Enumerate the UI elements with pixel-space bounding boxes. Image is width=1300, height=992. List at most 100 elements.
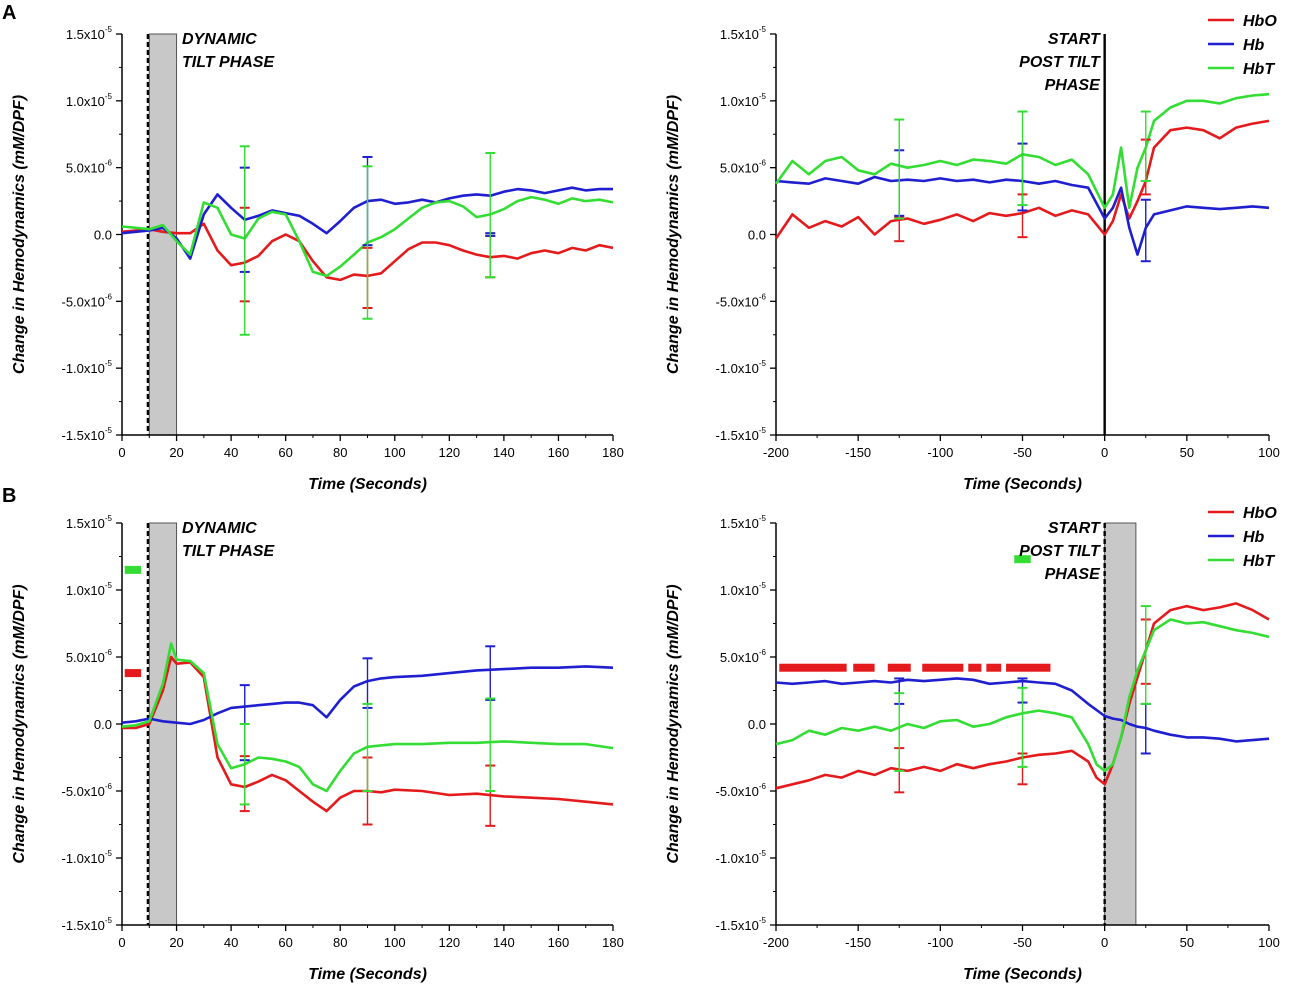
y-tick-label: -5.0x10-6 xyxy=(716,292,767,309)
y-tick-label-base: -5.0x10 xyxy=(62,294,105,309)
x-tick-label: 160 xyxy=(548,935,570,950)
y-tick-label: 1.5x10-5 xyxy=(720,514,767,531)
x-tick-label: 100 xyxy=(384,445,406,460)
significance-bar-hbo xyxy=(986,663,1002,672)
error-bar-hbt xyxy=(894,692,905,772)
x-tick-label: 50 xyxy=(1180,935,1194,950)
phase-annotation-line: POST TILT xyxy=(1019,54,1101,71)
y-tick-label-base: -5.0x10 xyxy=(716,294,759,309)
y-tick-label-exponent: -6 xyxy=(759,159,767,168)
phase-annotation-line: POST TILT xyxy=(1019,543,1101,560)
y-tick-label: -1.0x10-5 xyxy=(62,359,113,376)
x-tick-label: 0 xyxy=(1101,935,1108,950)
y-tick-label: 5.0x10-6 xyxy=(66,648,113,665)
y-tick-label-exponent: -5 xyxy=(105,426,113,435)
y-tick-label: 5.0x10-6 xyxy=(66,159,113,176)
y-tick-label: -1.0x10-5 xyxy=(62,849,113,866)
significance-bar-hbo xyxy=(968,663,982,672)
y-tick-label: -5.0x10-6 xyxy=(62,782,113,799)
legend-item-hbo: HbO xyxy=(1208,505,1277,522)
y-tick-label: 1.0x10-5 xyxy=(66,92,113,109)
y-tick-label-base: 0.0 xyxy=(94,228,112,243)
y-tick-label-base: 1.5x10 xyxy=(720,516,759,531)
y-tick-label-base: 1.5x10 xyxy=(720,27,759,42)
y-tick-label: -1.5x10-5 xyxy=(716,916,767,933)
error-bar-hbt xyxy=(1140,110,1151,183)
y-tick-label: 0.0 xyxy=(748,717,766,732)
x-tick-label: -150 xyxy=(845,935,871,950)
y-tick-label-base: 5.0x10 xyxy=(720,161,759,176)
y-tick-label-exponent: -5 xyxy=(105,514,113,523)
phase-annotation-line: TILT PHASE xyxy=(182,54,275,71)
legend-label: HbO xyxy=(1243,505,1277,522)
y-tick-label: 1.5x10-5 xyxy=(66,25,113,42)
x-tick-label: 40 xyxy=(224,935,238,950)
y-tick-label-exponent: -6 xyxy=(105,292,113,301)
y-tick-label-exponent: -6 xyxy=(759,292,767,301)
y-tick-label-base: -5.0x10 xyxy=(62,784,105,799)
y-tick-label: 5.0x10-6 xyxy=(720,648,767,665)
y-tick-label-base: 1.0x10 xyxy=(66,94,105,109)
y-tick-label: 1.0x10-5 xyxy=(720,581,767,598)
y-tick-label: -1.5x10-5 xyxy=(62,426,113,443)
y-tick-label: 1.0x10-5 xyxy=(66,581,113,598)
error-bar-hbt xyxy=(362,165,373,320)
y-tick-label: 1.5x10-5 xyxy=(66,514,113,531)
y-tick-label-exponent: -5 xyxy=(759,426,767,435)
y-tick-label-exponent: -5 xyxy=(759,916,767,925)
error-bar-hbt xyxy=(239,723,250,806)
y-tick-label-exponent: -5 xyxy=(759,359,767,368)
series-line-hb xyxy=(775,677,1270,743)
y-tick-label-exponent: -6 xyxy=(105,648,113,657)
x-tick-label: 140 xyxy=(493,935,515,950)
phase-annotation-line: PHASE xyxy=(1045,566,1101,583)
y-tick-label: -1.5x10-5 xyxy=(62,916,113,933)
x-tick-label: -200 xyxy=(763,445,789,460)
y-tick-label-base: -1.0x10 xyxy=(716,851,759,866)
panel-label-a: A xyxy=(2,2,16,24)
chart-b-right: -1.5x10-5-1.0x10-5-5.0x10-60.05.0x10-61.… xyxy=(665,505,1280,983)
x-tick-label: 180 xyxy=(602,445,624,460)
phase-annotation-line: DYNAMIC xyxy=(182,31,257,48)
y-tick-label-exponent: -6 xyxy=(105,782,113,791)
y-axis-title: Change in Hemodynamics (mM/DPF) xyxy=(11,95,28,374)
series-line-hbo xyxy=(122,655,614,813)
y-tick-label: 0.0 xyxy=(94,228,112,243)
legend-item-hb: Hb xyxy=(1208,529,1265,546)
y-tick-label-exponent: -5 xyxy=(105,916,113,925)
legend-item-hb: Hb xyxy=(1208,37,1265,54)
y-tick-label-base: 1.0x10 xyxy=(66,583,105,598)
error-bar-hbt xyxy=(362,702,373,792)
x-tick-label: -50 xyxy=(1013,935,1032,950)
x-tick-label: 120 xyxy=(438,935,460,950)
series-line-hbt xyxy=(774,92,1270,210)
y-tick-label: 1.5x10-5 xyxy=(720,25,767,42)
x-tick-label: -100 xyxy=(927,445,953,460)
legend-item-hbt: HbT xyxy=(1208,553,1275,570)
series-line-hbt xyxy=(775,618,1270,773)
error-bar-hbt xyxy=(894,118,905,220)
y-tick-label-exponent: -6 xyxy=(759,648,767,657)
significance-bar-hbo xyxy=(887,663,911,672)
y-tick-label-base: -1.5x10 xyxy=(62,918,105,933)
tilt-phase-shading xyxy=(148,522,178,926)
x-tick-label: 60 xyxy=(278,935,292,950)
x-tick-label: -100 xyxy=(927,935,953,950)
x-tick-label: 180 xyxy=(602,935,624,950)
phase-annotation-line: DYNAMIC xyxy=(182,520,257,537)
legend-label: HbT xyxy=(1243,61,1275,78)
phase-annotation-line: TILT PHASE xyxy=(182,543,275,560)
error-bar-hbt xyxy=(1017,686,1028,768)
y-tick-label-base: -1.0x10 xyxy=(716,361,759,376)
y-tick-label-base: -1.0x10 xyxy=(62,851,105,866)
y-tick-label-exponent: -6 xyxy=(759,782,767,791)
y-tick-label: 0.0 xyxy=(94,717,112,732)
y-tick-label-exponent: -5 xyxy=(759,581,767,590)
x-tick-label: 100 xyxy=(1258,445,1280,460)
x-tick-label: 20 xyxy=(169,935,183,950)
phase-annotation-line: START xyxy=(1048,520,1101,537)
x-tick-label: 80 xyxy=(333,445,347,460)
y-axis-title: Change in Hemodynamics (mM/DPF) xyxy=(665,95,682,374)
y-tick-label-base: 0.0 xyxy=(94,717,112,732)
